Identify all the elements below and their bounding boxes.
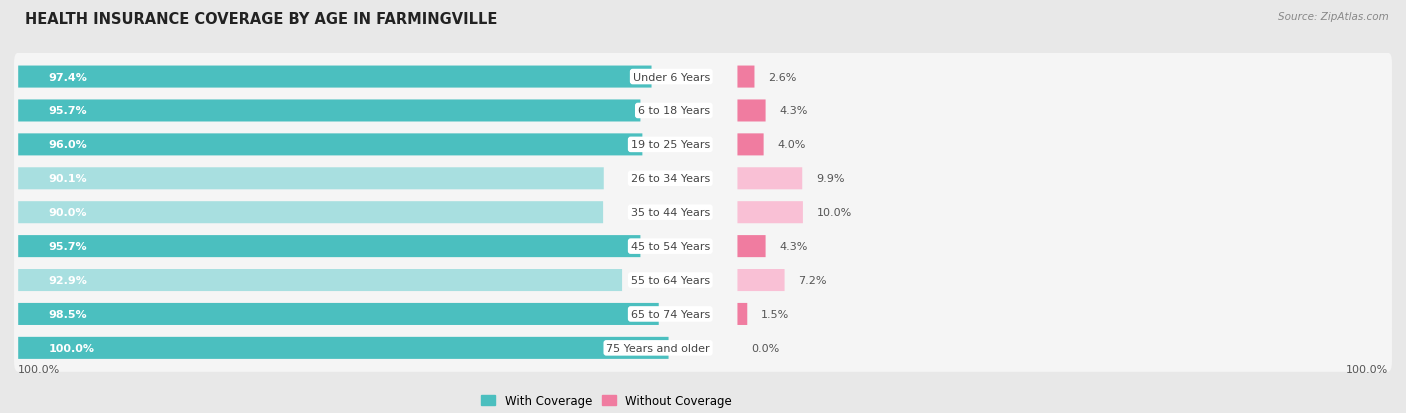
Text: 92.9%: 92.9% [48, 275, 87, 285]
Text: 2.6%: 2.6% [768, 72, 797, 82]
Text: 4.0%: 4.0% [778, 140, 806, 150]
FancyBboxPatch shape [18, 66, 651, 88]
Text: 95.7%: 95.7% [48, 106, 87, 116]
FancyBboxPatch shape [14, 121, 1392, 169]
FancyBboxPatch shape [18, 168, 603, 190]
FancyBboxPatch shape [18, 134, 643, 156]
Text: 26 to 34 Years: 26 to 34 Years [631, 174, 710, 184]
Text: 4.3%: 4.3% [779, 106, 807, 116]
Legend: With Coverage, Without Coverage: With Coverage, Without Coverage [481, 394, 733, 407]
Text: Source: ZipAtlas.com: Source: ZipAtlas.com [1278, 12, 1389, 22]
FancyBboxPatch shape [738, 235, 766, 258]
Text: 19 to 25 Years: 19 to 25 Years [631, 140, 710, 150]
Text: 90.1%: 90.1% [48, 174, 87, 184]
FancyBboxPatch shape [14, 223, 1392, 271]
FancyBboxPatch shape [18, 202, 603, 224]
Text: 100.0%: 100.0% [1346, 364, 1388, 374]
Text: 90.0%: 90.0% [48, 208, 87, 218]
Text: 100.0%: 100.0% [48, 343, 94, 353]
Text: 35 to 44 Years: 35 to 44 Years [631, 208, 710, 218]
Text: 45 to 54 Years: 45 to 54 Years [631, 242, 710, 252]
FancyBboxPatch shape [18, 235, 640, 258]
Text: 7.2%: 7.2% [799, 275, 827, 285]
Text: 65 to 74 Years: 65 to 74 Years [631, 309, 710, 319]
Text: 9.9%: 9.9% [815, 174, 845, 184]
Text: 97.4%: 97.4% [48, 72, 87, 82]
FancyBboxPatch shape [18, 269, 621, 291]
Text: 55 to 64 Years: 55 to 64 Years [631, 275, 710, 285]
FancyBboxPatch shape [738, 202, 803, 224]
FancyBboxPatch shape [18, 100, 640, 122]
FancyBboxPatch shape [738, 303, 747, 325]
Text: Under 6 Years: Under 6 Years [633, 72, 710, 82]
Text: 10.0%: 10.0% [817, 208, 852, 218]
FancyBboxPatch shape [14, 256, 1392, 304]
Text: 95.7%: 95.7% [48, 242, 87, 252]
FancyBboxPatch shape [738, 100, 766, 122]
FancyBboxPatch shape [18, 337, 669, 359]
FancyBboxPatch shape [14, 189, 1392, 237]
FancyBboxPatch shape [738, 168, 803, 190]
FancyBboxPatch shape [14, 54, 1392, 101]
FancyBboxPatch shape [738, 269, 785, 291]
Text: 4.3%: 4.3% [779, 242, 807, 252]
Text: 0.0%: 0.0% [751, 343, 779, 353]
Text: 96.0%: 96.0% [48, 140, 87, 150]
Text: 1.5%: 1.5% [761, 309, 789, 319]
Text: 75 Years and older: 75 Years and older [606, 343, 710, 353]
Text: 6 to 18 Years: 6 to 18 Years [638, 106, 710, 116]
FancyBboxPatch shape [14, 290, 1392, 338]
Text: 98.5%: 98.5% [48, 309, 87, 319]
FancyBboxPatch shape [738, 134, 763, 156]
Text: 100.0%: 100.0% [18, 364, 60, 374]
FancyBboxPatch shape [14, 155, 1392, 203]
FancyBboxPatch shape [14, 324, 1392, 372]
FancyBboxPatch shape [14, 88, 1392, 135]
FancyBboxPatch shape [738, 66, 755, 88]
FancyBboxPatch shape [18, 303, 659, 325]
Text: HEALTH INSURANCE COVERAGE BY AGE IN FARMINGVILLE: HEALTH INSURANCE COVERAGE BY AGE IN FARM… [25, 12, 498, 27]
